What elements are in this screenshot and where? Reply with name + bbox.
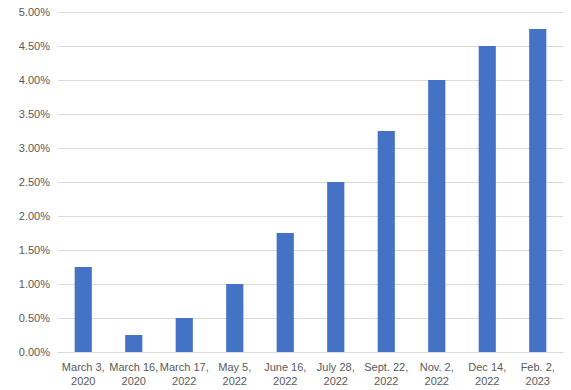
svg-text:0.50%: 0.50% bbox=[19, 312, 50, 324]
svg-text:2022: 2022 bbox=[324, 375, 348, 387]
svg-text:1.50%: 1.50% bbox=[19, 244, 50, 256]
svg-text:Feb. 2,: Feb. 2, bbox=[521, 361, 555, 373]
svg-text:2022: 2022 bbox=[223, 375, 247, 387]
svg-text:4.50%: 4.50% bbox=[19, 40, 50, 52]
svg-text:2023: 2023 bbox=[526, 375, 550, 387]
svg-text:2022: 2022 bbox=[273, 375, 297, 387]
svg-text:3.00%: 3.00% bbox=[19, 142, 50, 154]
svg-text:2022: 2022 bbox=[425, 375, 449, 387]
svg-text:March 17,: March 17, bbox=[160, 361, 209, 373]
svg-text:2020: 2020 bbox=[122, 375, 146, 387]
svg-text:4.00%: 4.00% bbox=[19, 74, 50, 86]
svg-text:July 28,: July 28, bbox=[317, 361, 355, 373]
svg-text:March 16,: March 16, bbox=[109, 361, 158, 373]
svg-text:2022: 2022 bbox=[475, 375, 499, 387]
svg-text:June 16,: June 16, bbox=[264, 361, 306, 373]
svg-text:0.00%: 0.00% bbox=[19, 346, 50, 358]
svg-text:2.50%: 2.50% bbox=[19, 176, 50, 188]
svg-text:1.00%: 1.00% bbox=[19, 278, 50, 290]
svg-text:March 3,: March 3, bbox=[62, 361, 105, 373]
svg-text:May 5,: May 5, bbox=[218, 361, 251, 373]
svg-text:2.00%: 2.00% bbox=[19, 210, 50, 222]
svg-text:2022: 2022 bbox=[172, 375, 196, 387]
svg-text:5.00%: 5.00% bbox=[19, 6, 50, 18]
svg-text:2020: 2020 bbox=[71, 375, 95, 387]
svg-text:2022: 2022 bbox=[374, 375, 398, 387]
svg-text:Dec 14,: Dec 14, bbox=[468, 361, 506, 373]
svg-text:3.50%: 3.50% bbox=[19, 108, 50, 120]
svg-text:Sept. 22,: Sept. 22, bbox=[364, 361, 408, 373]
svg-text:Nov. 2,: Nov. 2, bbox=[420, 361, 454, 373]
